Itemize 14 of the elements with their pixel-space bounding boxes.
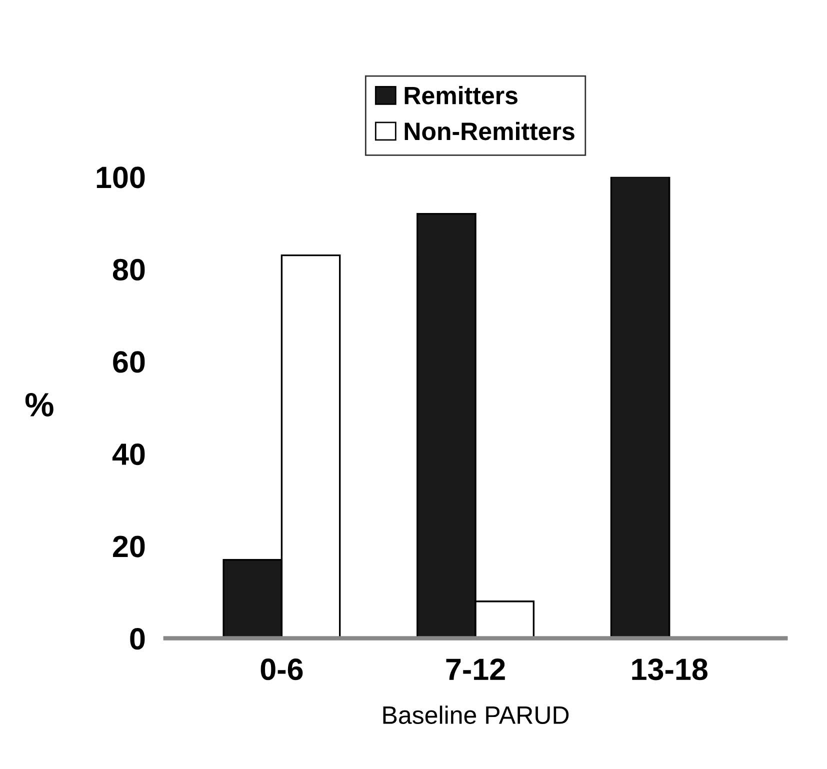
y-tick-label: 40 <box>112 443 145 466</box>
y-tick-label: 80 <box>112 258 145 281</box>
y-axis-title: % <box>25 392 54 416</box>
y-tick-label: 60 <box>113 351 145 373</box>
x-axis-title: Baseline PARUD <box>383 706 569 724</box>
legend-label: Non-Remitters <box>404 122 574 140</box>
y-tick-label: 20 <box>113 536 145 558</box>
x-tick-label: 7-12 <box>446 658 505 680</box>
bar <box>610 176 670 638</box>
y-tick-label: 0 <box>130 628 145 650</box>
y-tick-label: 100 <box>96 166 145 188</box>
legend-label: Remitters <box>404 86 518 104</box>
x-tick-label: 13-18 <box>632 658 708 680</box>
x-tick-label: 0-6 <box>260 658 303 680</box>
